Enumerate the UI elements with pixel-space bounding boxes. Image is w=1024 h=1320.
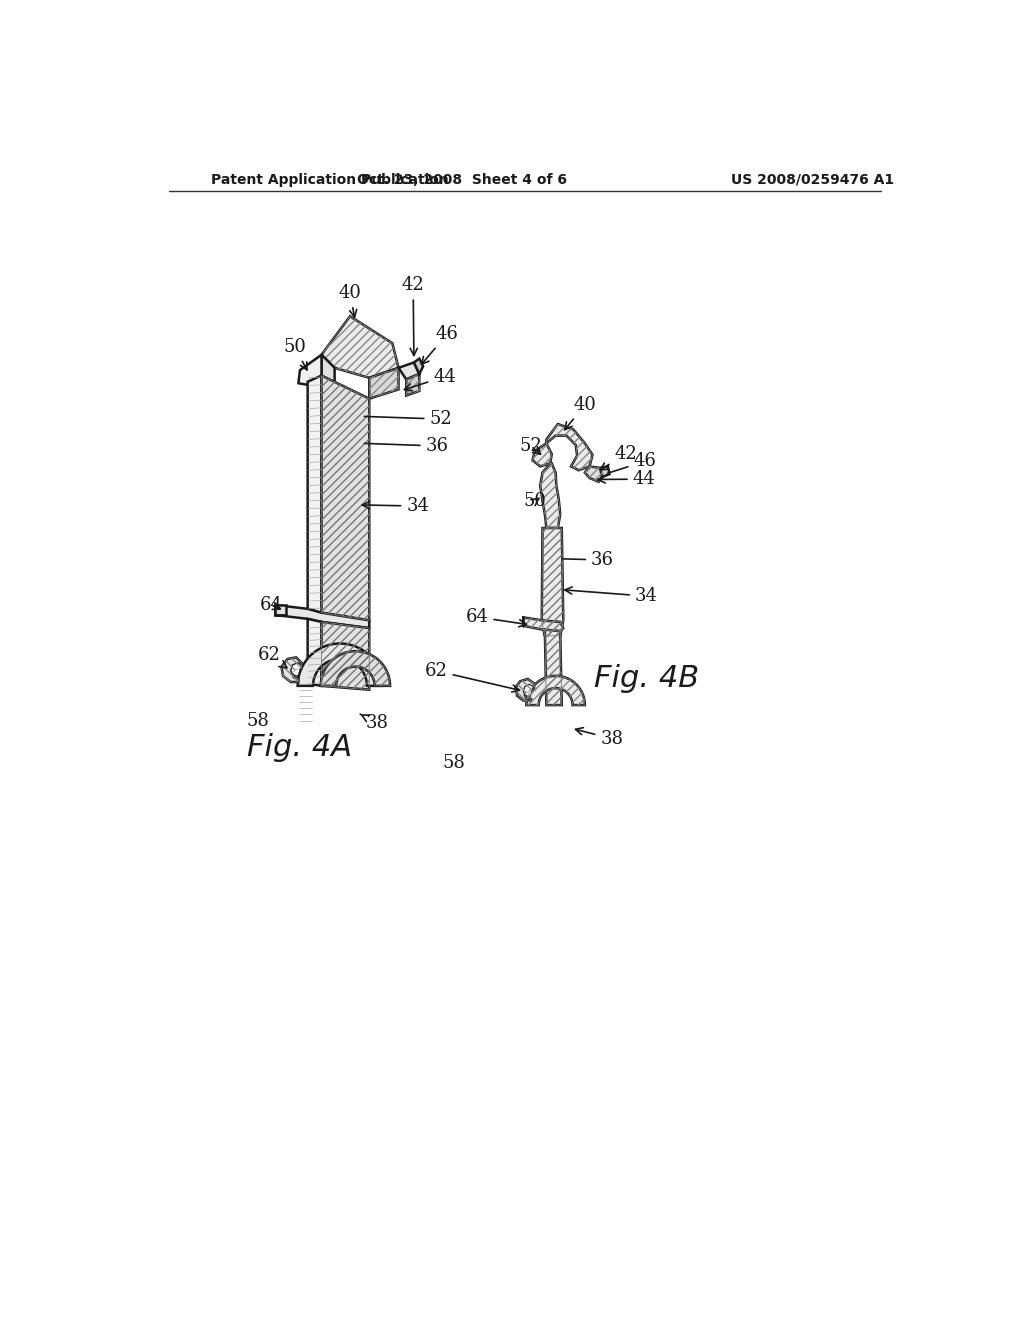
Polygon shape <box>542 528 563 636</box>
Text: 40: 40 <box>564 396 596 430</box>
Polygon shape <box>523 618 563 631</box>
Polygon shape <box>321 651 390 686</box>
Text: 42: 42 <box>600 445 637 470</box>
Text: Patent Application Publication: Patent Application Publication <box>211 173 450 187</box>
Text: 64: 64 <box>466 609 526 627</box>
Text: 52: 52 <box>365 411 452 428</box>
Text: 38: 38 <box>575 727 624 747</box>
Text: 42: 42 <box>401 276 425 355</box>
Polygon shape <box>307 619 322 686</box>
Polygon shape <box>322 355 335 389</box>
Text: Fig. 4B: Fig. 4B <box>594 664 699 693</box>
Polygon shape <box>307 376 322 612</box>
Polygon shape <box>370 368 398 399</box>
Polygon shape <box>526 676 585 705</box>
Text: Oct. 23, 2008  Sheet 4 of 6: Oct. 23, 2008 Sheet 4 of 6 <box>356 173 566 187</box>
Text: 46: 46 <box>422 325 459 364</box>
Text: 40: 40 <box>339 284 361 317</box>
Text: 62: 62 <box>258 647 287 668</box>
Polygon shape <box>398 363 419 379</box>
Polygon shape <box>298 355 322 385</box>
Polygon shape <box>541 463 560 528</box>
Polygon shape <box>532 444 552 466</box>
Text: 52: 52 <box>519 437 542 455</box>
Polygon shape <box>523 684 534 697</box>
Polygon shape <box>275 605 286 615</box>
Text: 62: 62 <box>425 661 519 692</box>
Polygon shape <box>515 678 535 701</box>
Text: 44: 44 <box>598 470 655 488</box>
Text: US 2008/0259476 A1: US 2008/0259476 A1 <box>731 173 894 187</box>
Text: 58: 58 <box>246 711 269 730</box>
Polygon shape <box>600 466 609 478</box>
Text: 58: 58 <box>442 754 465 772</box>
Text: 50: 50 <box>283 338 307 370</box>
Text: 46: 46 <box>607 453 656 474</box>
Polygon shape <box>585 466 604 482</box>
Polygon shape <box>547 424 593 470</box>
Polygon shape <box>322 376 370 620</box>
Polygon shape <box>322 317 398 378</box>
Polygon shape <box>407 374 419 396</box>
Polygon shape <box>291 663 301 676</box>
Text: 38: 38 <box>360 714 388 733</box>
Polygon shape <box>282 657 301 682</box>
Text: Fig. 4A: Fig. 4A <box>248 733 352 762</box>
Polygon shape <box>322 622 370 689</box>
Text: 44: 44 <box>404 368 456 391</box>
Text: 34: 34 <box>565 587 657 605</box>
Text: 36: 36 <box>563 550 614 569</box>
Text: 50: 50 <box>523 492 546 511</box>
Text: 36: 36 <box>365 437 449 455</box>
Polygon shape <box>414 359 423 374</box>
Text: 64: 64 <box>259 597 283 614</box>
Text: 34: 34 <box>362 498 429 515</box>
Polygon shape <box>298 644 382 686</box>
Polygon shape <box>275 605 370 628</box>
Polygon shape <box>545 630 562 705</box>
